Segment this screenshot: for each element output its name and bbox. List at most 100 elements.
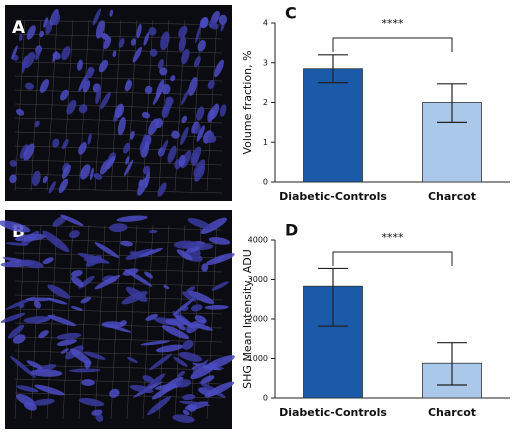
tissue (119, 320, 127, 326)
tissue (155, 118, 163, 129)
tissue (70, 306, 83, 311)
significance-bracket (332, 251, 453, 266)
tissue (104, 323, 132, 333)
tissue (80, 164, 91, 180)
y-tick-label: 1000 (248, 354, 268, 363)
tissue (81, 379, 95, 387)
tissue (196, 106, 205, 121)
grid-overlay (14, 145, 223, 152)
tissue (120, 240, 134, 247)
tissue (197, 39, 206, 52)
tissue (125, 156, 130, 165)
tissue (178, 154, 186, 167)
grid-overlay (14, 117, 223, 124)
tissue (118, 37, 125, 48)
tissue (78, 104, 88, 114)
tissue (200, 375, 215, 384)
tissue (204, 305, 229, 310)
tissue (130, 38, 137, 46)
tissue (9, 174, 17, 184)
tissue (101, 321, 125, 329)
tissue (7, 324, 25, 339)
tissue (167, 145, 177, 163)
tissue (207, 79, 215, 89)
tissue (194, 123, 201, 135)
tissue (47, 314, 77, 327)
tissue (142, 375, 155, 383)
tissue (109, 388, 120, 398)
tissue (62, 138, 69, 150)
tissue (82, 80, 91, 93)
grid-overlay (14, 131, 223, 138)
y-tick-label: 2 (263, 98, 268, 107)
significance-label: **** (382, 17, 405, 30)
tissue (187, 217, 212, 229)
tissue (185, 286, 196, 294)
panel-label: D (285, 221, 298, 240)
tissue (161, 376, 184, 393)
grid-overlay (14, 173, 223, 180)
tissue (95, 414, 104, 422)
tissue (147, 396, 172, 416)
grid-overlay (126, 19, 138, 192)
tissue (51, 12, 61, 26)
tissue (26, 360, 43, 370)
tissue (21, 55, 27, 74)
y-tick-label: 2000 (248, 315, 268, 324)
tissue (219, 104, 227, 117)
tissue (71, 276, 84, 288)
y-tick-label: 0 (263, 178, 268, 187)
grid-overlay (94, 224, 106, 420)
tissue (148, 229, 158, 234)
tissue (194, 315, 207, 324)
tissue (176, 249, 193, 261)
tissue (140, 340, 170, 346)
grid-overlay (14, 75, 223, 82)
tissue (109, 9, 114, 17)
tissue (178, 35, 187, 52)
y-tick-label: 0 (263, 394, 268, 403)
tissue (163, 98, 173, 114)
grid-overlay (142, 19, 154, 192)
grid-overlay (158, 19, 170, 192)
tissue (205, 253, 235, 266)
tissue (214, 59, 224, 78)
grid-overlay (94, 19, 106, 192)
tissue (112, 50, 117, 58)
tissue (192, 359, 209, 373)
tissue (94, 242, 120, 258)
tissue (181, 115, 188, 124)
tissue (116, 215, 148, 222)
tissue (124, 268, 153, 287)
tissue (106, 156, 115, 170)
tissue (137, 177, 148, 196)
error-bar (437, 83, 467, 123)
tissue (141, 111, 150, 119)
tissue (98, 59, 109, 73)
x-tick-label: Charcot (428, 406, 476, 419)
tissue (30, 369, 63, 377)
tissue (129, 130, 135, 140)
tissue (100, 32, 109, 40)
x-tick-label: Charcot (428, 190, 476, 203)
tissue (78, 75, 88, 92)
tissue (155, 79, 165, 99)
tissue (207, 131, 215, 144)
tissue (77, 59, 83, 71)
panel-label: C (285, 4, 297, 23)
tissue (117, 116, 126, 136)
significance-label: **** (382, 231, 405, 244)
error-bar (318, 54, 348, 84)
tissue (91, 409, 103, 416)
tissue (178, 352, 203, 362)
image-a (5, 5, 232, 201)
tissue (161, 325, 190, 340)
tissue (193, 323, 213, 331)
tissue (103, 36, 112, 50)
tissue (11, 45, 18, 60)
tissue (172, 298, 195, 316)
tissue (136, 23, 142, 39)
tissue (201, 263, 209, 272)
tissue (52, 138, 60, 148)
y-axis-label: SHG Mean Intensity, ADU (241, 249, 254, 389)
